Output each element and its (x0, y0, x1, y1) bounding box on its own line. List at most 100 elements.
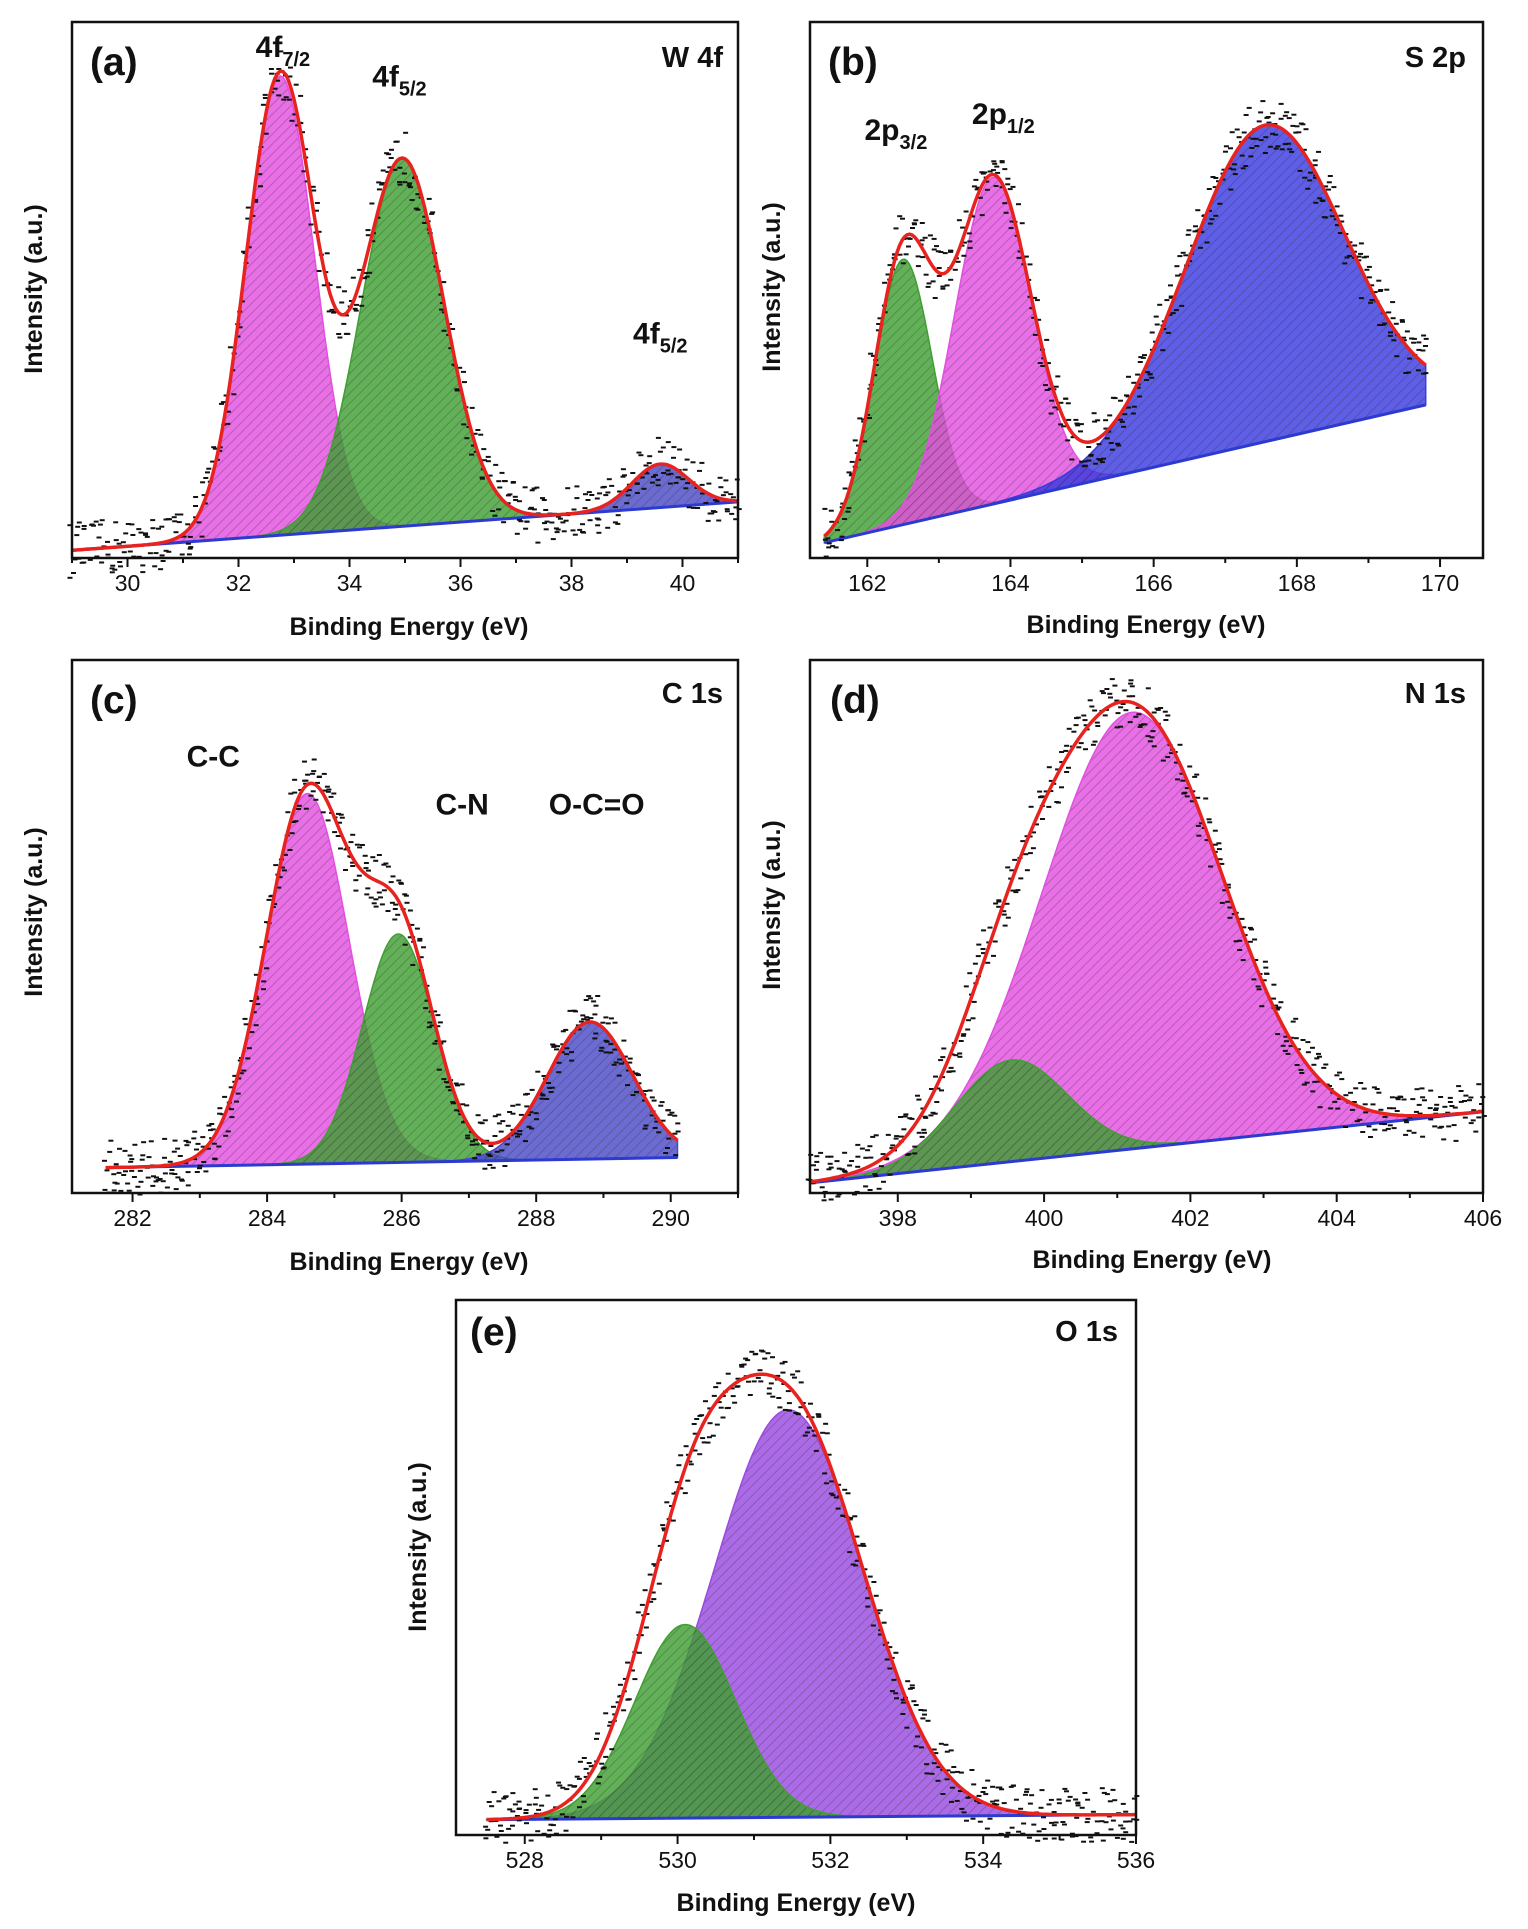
data-point (501, 1797, 507, 1800)
data-point (855, 1165, 861, 1168)
data-point (910, 227, 915, 229)
data-point (296, 808, 301, 810)
data-point (1248, 155, 1254, 158)
data-point (264, 921, 269, 924)
data-point (1069, 1832, 1075, 1835)
data-point (380, 182, 386, 185)
data-point (1413, 1110, 1419, 1113)
data-point (1372, 291, 1378, 294)
data-point (1422, 1099, 1427, 1102)
data-point (1377, 324, 1383, 326)
data-point (630, 472, 636, 474)
data-point (707, 512, 713, 515)
data-point (324, 252, 330, 255)
data-point (498, 1830, 504, 1832)
data-point (1262, 960, 1268, 963)
data-point (1096, 443, 1102, 446)
data-point (712, 499, 718, 501)
data-point (499, 1149, 505, 1152)
data-point (1312, 159, 1318, 162)
data-point (657, 450, 663, 453)
data-point (1094, 721, 1100, 724)
data-point (522, 486, 528, 489)
data-point (1458, 1100, 1464, 1103)
data-point (626, 489, 632, 492)
data-point (222, 1095, 228, 1098)
data-point (705, 1441, 711, 1444)
data-point (699, 483, 705, 486)
data-point (1020, 840, 1026, 843)
data-point (516, 1808, 522, 1810)
data-point (311, 189, 317, 192)
data-point (112, 568, 118, 571)
data-point (1285, 1052, 1291, 1055)
data-point (311, 758, 317, 761)
data-point (172, 520, 178, 523)
data-point (1103, 419, 1109, 422)
data-point (638, 454, 644, 457)
peak-label: O-C=O (549, 789, 645, 822)
data-point (503, 1795, 509, 1798)
data-point (594, 497, 600, 500)
data-point (867, 1145, 873, 1148)
data-point (470, 444, 476, 447)
data-point (1043, 790, 1049, 793)
data-point (1219, 862, 1225, 865)
data-point (194, 1148, 199, 1151)
data-point (1059, 786, 1064, 789)
data-point (875, 329, 881, 332)
data-point (907, 1687, 913, 1690)
data-point (1083, 724, 1089, 727)
data-point (980, 948, 986, 950)
data-point (1142, 723, 1148, 726)
data-point (887, 1667, 893, 1670)
data-point (238, 1072, 244, 1075)
data-point (1032, 333, 1038, 336)
data-point (593, 1032, 599, 1035)
data-point (570, 1816, 576, 1819)
data-point (485, 460, 491, 463)
data-point (200, 1136, 206, 1139)
data-point (922, 236, 928, 239)
data-point (145, 1176, 151, 1179)
data-point (925, 1719, 931, 1722)
data-point (1403, 1119, 1409, 1122)
data-point (1301, 148, 1307, 151)
data-point (720, 1416, 726, 1419)
data-point (331, 792, 337, 795)
data-point (625, 1069, 631, 1072)
data-point (1423, 372, 1429, 375)
data-point (341, 322, 347, 325)
data-point (1079, 1806, 1085, 1809)
data-point (1317, 1055, 1322, 1058)
data-point (536, 1808, 542, 1811)
panel-label: (d) (830, 679, 880, 722)
data-point (421, 946, 426, 949)
data-point (630, 1094, 636, 1097)
data-point (432, 1010, 438, 1013)
data-point (487, 1164, 493, 1166)
data-point (188, 546, 194, 549)
data-point (1278, 102, 1284, 105)
data-point (1024, 1788, 1030, 1791)
data-point (891, 1678, 897, 1681)
data-point (805, 1431, 810, 1434)
data-point (1005, 177, 1011, 180)
data-point (1144, 379, 1150, 381)
data-point (960, 226, 966, 229)
data-point (379, 183, 385, 186)
data-point (385, 865, 391, 868)
data-point (136, 528, 142, 531)
data-point (906, 245, 911, 248)
data-point (313, 798, 319, 801)
data-point (129, 1158, 135, 1161)
y-axis-label: Intensity (a.u.) (20, 204, 48, 373)
data-point (1074, 1816, 1080, 1819)
data-point (922, 1131, 927, 1134)
data-point (963, 985, 969, 988)
data-point (128, 1160, 134, 1163)
data-point (503, 1841, 509, 1844)
data-point (877, 1633, 883, 1636)
data-point (857, 417, 863, 420)
data-point (231, 393, 237, 396)
